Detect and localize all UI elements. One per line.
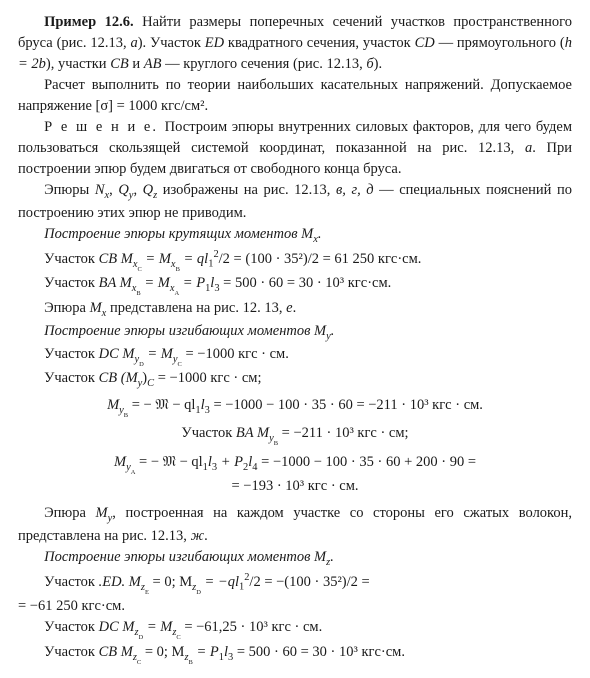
paragraph-example-title: Пример 12.6. Найти размеры поперечных се… <box>18 12 572 75</box>
solution-label: Р е ш е н и е. <box>44 119 165 135</box>
eq-ed-mz-line2: = −61 250 кгс·см. <box>18 596 572 617</box>
eq-dc-mz: Участок DC MzD = MzC = −61,25 · 10³ кгс … <box>18 617 572 641</box>
paragraph-mx-fig: Эпюра Mx представлена на рис. 12. 13, е. <box>18 298 572 321</box>
eq-ba-my-b: Участок BA MyB = −211 · 10³ кгс · см; <box>18 423 572 447</box>
paragraph-epures-nq: Эпюры Nx, Qy, Qz изображены на рис. 12.1… <box>18 180 572 224</box>
heading-mx: Построение эпюры крутящих моментов Mx. <box>18 224 572 247</box>
heading-my: Построение эпюры изгибающих моментов My. <box>18 321 572 344</box>
eq-my-b: MyB = − 𝔐 − ql1l3 = −1000 − 100 · 35 · 6… <box>18 395 572 419</box>
eq-cb-mx: Участок CB MxC = MxB = ql12/2 = (100 · 3… <box>18 247 572 273</box>
eq-cb-mz: Участок CB MzC = 0; MzB = P1l3 = 500 · 6… <box>18 642 572 666</box>
paragraph-my-fig: Эпюра My, построенная на каждом участке … <box>18 503 572 547</box>
eq-ed-mz: Участок .ED. MzE = 0; MzD = −ql12/2 = −(… <box>18 570 572 596</box>
eq-my-a-line1: MyA = − 𝔐 − ql1l3 + P2l4 = −1000 − 100 ·… <box>18 452 572 476</box>
heading-mz: Построение эпюры изгибающих моментов Mz. <box>18 547 572 570</box>
eq-cb-my-c: Участок CB (My)C = −1000 кгс · см; <box>18 368 572 391</box>
paragraph-solution: Р е ш е н и е. Построим эпюры внутренних… <box>18 117 572 180</box>
paragraph-conditions: Расчет выполнить по теории наибольших ка… <box>18 75 572 117</box>
example-label: Пример 12.6. <box>44 14 142 30</box>
eq-my-a-line2: = −193 · 10³ кгс · см. <box>18 476 572 497</box>
eq-ba-mx: Участок BA MxB = MxA = P1l3 = 500 · 60 =… <box>18 273 572 297</box>
eq-dc-my: Участок DC MyD = MyC = −1000 кгс · см. <box>18 344 572 368</box>
